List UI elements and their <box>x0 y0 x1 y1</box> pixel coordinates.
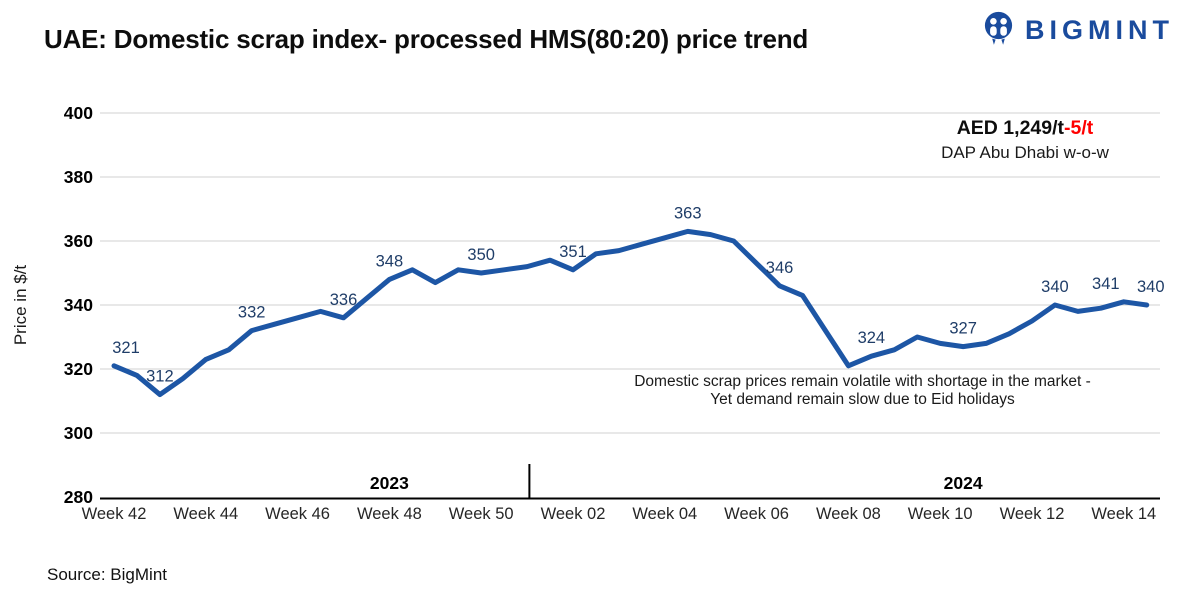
data-label: 321 <box>112 339 140 357</box>
data-label: 327 <box>949 320 977 338</box>
brand-logo: BIGMINT <box>980 10 1174 50</box>
brand-name: BIGMINT <box>1025 14 1174 45</box>
market-note-line2: Yet demand remain slow due to Eid holida… <box>710 390 1015 408</box>
price-line <box>111 228 1150 398</box>
x-tick-label: Week 46 <box>265 505 330 523</box>
y-tick-label: 280 <box>64 487 93 507</box>
data-label: 312 <box>146 368 174 386</box>
price-change: -5/t <box>1064 117 1094 139</box>
y-tick-label: 360 <box>64 231 93 251</box>
x-tick-label: Week 08 <box>816 505 881 523</box>
x-tick-label: Week 44 <box>173 505 238 523</box>
year-label: 2023 <box>370 473 409 493</box>
data-label: 346 <box>766 259 794 277</box>
data-label: 341 <box>1092 275 1120 293</box>
x-tick-label: Week 14 <box>1091 505 1156 523</box>
y-axis-title: Price in $/t <box>11 265 30 346</box>
data-label: 336 <box>330 291 358 309</box>
data-label: 350 <box>467 246 495 264</box>
price-subtitle: DAP Abu Dhabi w-o-w <box>941 143 1109 162</box>
bigmint-logo-icon <box>980 10 1017 50</box>
y-tick-label: 380 <box>64 167 93 187</box>
y-tick-label: 320 <box>64 359 93 379</box>
x-tick-label: Week 10 <box>908 505 973 523</box>
x-tick-label: Week 12 <box>1000 505 1065 523</box>
data-label: 324 <box>858 329 886 347</box>
y-tick-label: 400 <box>64 103 93 123</box>
y-tick-label: 300 <box>64 423 93 443</box>
market-note-line1: Domestic scrap prices remain volatile wi… <box>634 373 1091 390</box>
source-note: Source: BigMint <box>47 565 167 584</box>
page-title: UAE: Domestic scrap index- processed HMS… <box>44 24 809 54</box>
data-label: 332 <box>238 304 266 322</box>
price-annotation: AED 1,249/t-5/t DAP Abu Dhabi w-o-w <box>895 117 1155 163</box>
x-tick-label: Week 02 <box>541 505 606 523</box>
x-tick-label: Week 04 <box>632 505 697 523</box>
x-tick-label: Week 06 <box>724 505 789 523</box>
price-value-line: AED 1,249/t-5/t <box>895 117 1155 140</box>
x-tick-label: Week 50 <box>449 505 514 523</box>
data-label: 351 <box>559 243 587 261</box>
market-note: Domestic scrap prices remain volatile wi… <box>590 373 1135 408</box>
data-label: 348 <box>376 252 404 270</box>
data-label: 363 <box>674 204 702 222</box>
y-tick-label: 340 <box>64 295 93 315</box>
data-label: 340 <box>1041 278 1069 296</box>
data-label: 340 <box>1137 278 1165 296</box>
year-label: 2024 <box>944 473 983 493</box>
x-tick-label: Week 42 <box>82 505 147 523</box>
x-tick-label: Week 48 <box>357 505 422 523</box>
price-value: AED 1,249/t <box>956 117 1065 139</box>
